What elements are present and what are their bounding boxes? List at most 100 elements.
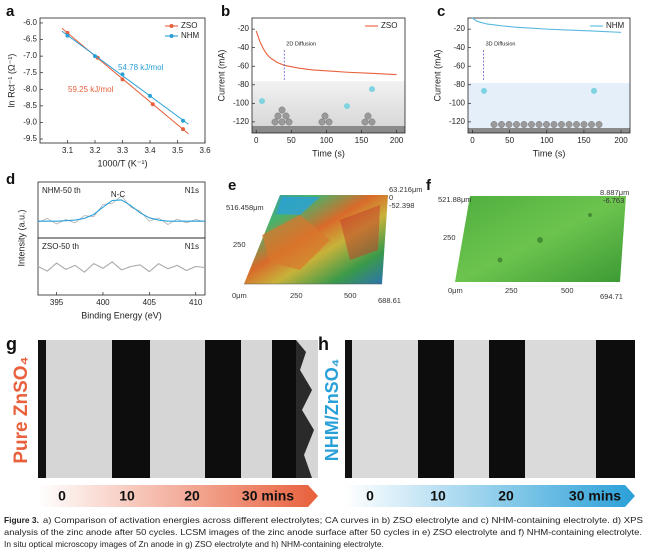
panel-label: h [318, 334, 329, 354]
side-label: NHM/ZnSO₄ [322, 359, 342, 462]
time-bar [345, 485, 635, 507]
stripe [112, 340, 150, 478]
zinc-ion [318, 118, 326, 126]
y-axis-label: Current (mA) [216, 49, 226, 101]
data-line [37, 195, 206, 225]
y-tick-label: -100 [449, 98, 466, 107]
legend-marker [169, 24, 174, 28]
chart: 3.1 3.2 3.3 3.4 3.5 3.6 -6.0 -6.5 -7.0 -7.5 -8.0 -8… [6, 3, 211, 168]
ion [481, 87, 487, 94]
data-point [120, 77, 125, 82]
stripe [345, 340, 352, 478]
data-line [472, 17, 622, 33]
x-label: 0μm [448, 286, 463, 295]
time-bar [38, 485, 318, 507]
y-tick-label: -80 [237, 80, 249, 89]
panel-label: b [221, 3, 230, 20]
annotation: 54.78 kJ/mol [118, 63, 164, 72]
z-label: -52.398 [389, 201, 414, 210]
y-tick-label: -120 [233, 117, 250, 126]
data-line [255, 30, 397, 76]
legend-label: ZSO [181, 21, 197, 30]
y-tick-label: -6.5 [23, 35, 37, 44]
stripe [489, 340, 525, 478]
microscopy-g: g Pure ZnSO₄ 0 10 20 30 mins [6, 334, 318, 507]
x-tick-label: 405 [143, 298, 157, 307]
legend-marker [169, 34, 174, 38]
side-label: Pure ZnSO₄ [11, 356, 32, 463]
y-tick-label: -20 [237, 24, 249, 33]
annotation: N-C [111, 190, 125, 199]
y-tick-label: -7.0 [23, 51, 37, 60]
zinc-ion [278, 118, 286, 126]
annotation: N1s [185, 186, 199, 195]
x-label: 250 [505, 286, 518, 295]
dendrite [296, 340, 314, 478]
data-line [37, 261, 206, 273]
zinc-ion [543, 121, 550, 128]
microscopy-h: h NHM/ZnSO₄ 0 10 20 30 mins [318, 334, 635, 507]
zinc-ion [513, 121, 520, 128]
panel-label: f [426, 177, 432, 194]
zinc-ion [325, 118, 333, 126]
stripe [205, 340, 241, 478]
data-point [181, 118, 185, 123]
time-label: 20 [184, 488, 200, 504]
caption-text: In situ optical microscopy images of Zn … [4, 539, 384, 549]
y-axis-label: ln Rct⁻¹ (Ω⁻¹) [6, 54, 16, 108]
image [38, 340, 318, 478]
zinc-ion [573, 121, 580, 128]
annotation: 59.25 kJ/mol [68, 85, 114, 94]
x-axis-label: 1000/T (K⁻¹) [97, 158, 147, 168]
y-tick-label: -6.0 [23, 18, 37, 27]
zinc-ion [565, 121, 573, 128]
annotation: 2D Diffusion [286, 41, 316, 47]
time-label: 30 mins [569, 488, 621, 504]
y-label: 250 [233, 240, 246, 249]
z-label: 63.216μm [389, 185, 423, 194]
z-label: -6.763 [603, 196, 624, 205]
zinc-ion [595, 121, 603, 128]
trendline [61, 27, 189, 135]
zinc-ion [285, 118, 293, 126]
time-label: 20 [498, 488, 514, 504]
y-axis-label: Current (mA) [432, 49, 442, 101]
zinc-ion [282, 112, 290, 120]
x-tick-label: 150 [577, 136, 591, 145]
y-tick-label: -8.5 [23, 101, 37, 110]
x-tick-label: 50 [287, 136, 296, 145]
zinc-ion [528, 121, 535, 128]
x-label: 250 [290, 291, 303, 300]
subplot-title: NHM-50 th [42, 186, 81, 195]
trendline [61, 30, 189, 125]
y-label: 516.458μm [226, 203, 264, 212]
data-point [93, 54, 97, 59]
y-tick-label: -80 [453, 80, 465, 89]
ion [344, 103, 350, 110]
x-tick-label: 200 [614, 136, 628, 145]
y-tick-label: -8.0 [23, 84, 37, 93]
x-tick-label: 410 [189, 298, 203, 307]
panel-label: c [437, 3, 445, 20]
y-tick-label: -7.5 [23, 68, 37, 77]
zinc-ion [588, 121, 595, 128]
lcsm-image-f: f 521.88μm 8.887μm -6.763 250 0μm 250 50… [426, 177, 629, 301]
x-axis-label: Time (s) [312, 148, 345, 158]
stripe [38, 340, 46, 478]
x-tick-label: 100 [540, 136, 554, 145]
ion [591, 87, 597, 94]
substrate [468, 128, 630, 133]
chart: 0 50 100 150 200 -120 -100 -80 -60 -40 -20 Time (s)… [432, 3, 631, 158]
zinc-ion [361, 118, 369, 126]
zinc-ion [490, 121, 498, 128]
legend-label: NHM [181, 31, 200, 40]
zinc-ion [550, 121, 558, 128]
stripe [272, 340, 296, 478]
stripe [596, 340, 635, 478]
stripe [418, 340, 454, 478]
caption-text: a) Comparison of activation energies acr… [43, 515, 644, 525]
x-axis-label: Time (s) [533, 148, 566, 158]
y-tick-label: -40 [453, 43, 465, 52]
data-line [38, 199, 205, 222]
caption-text: analysis of the zinc anode after 50 cycl… [4, 527, 642, 537]
